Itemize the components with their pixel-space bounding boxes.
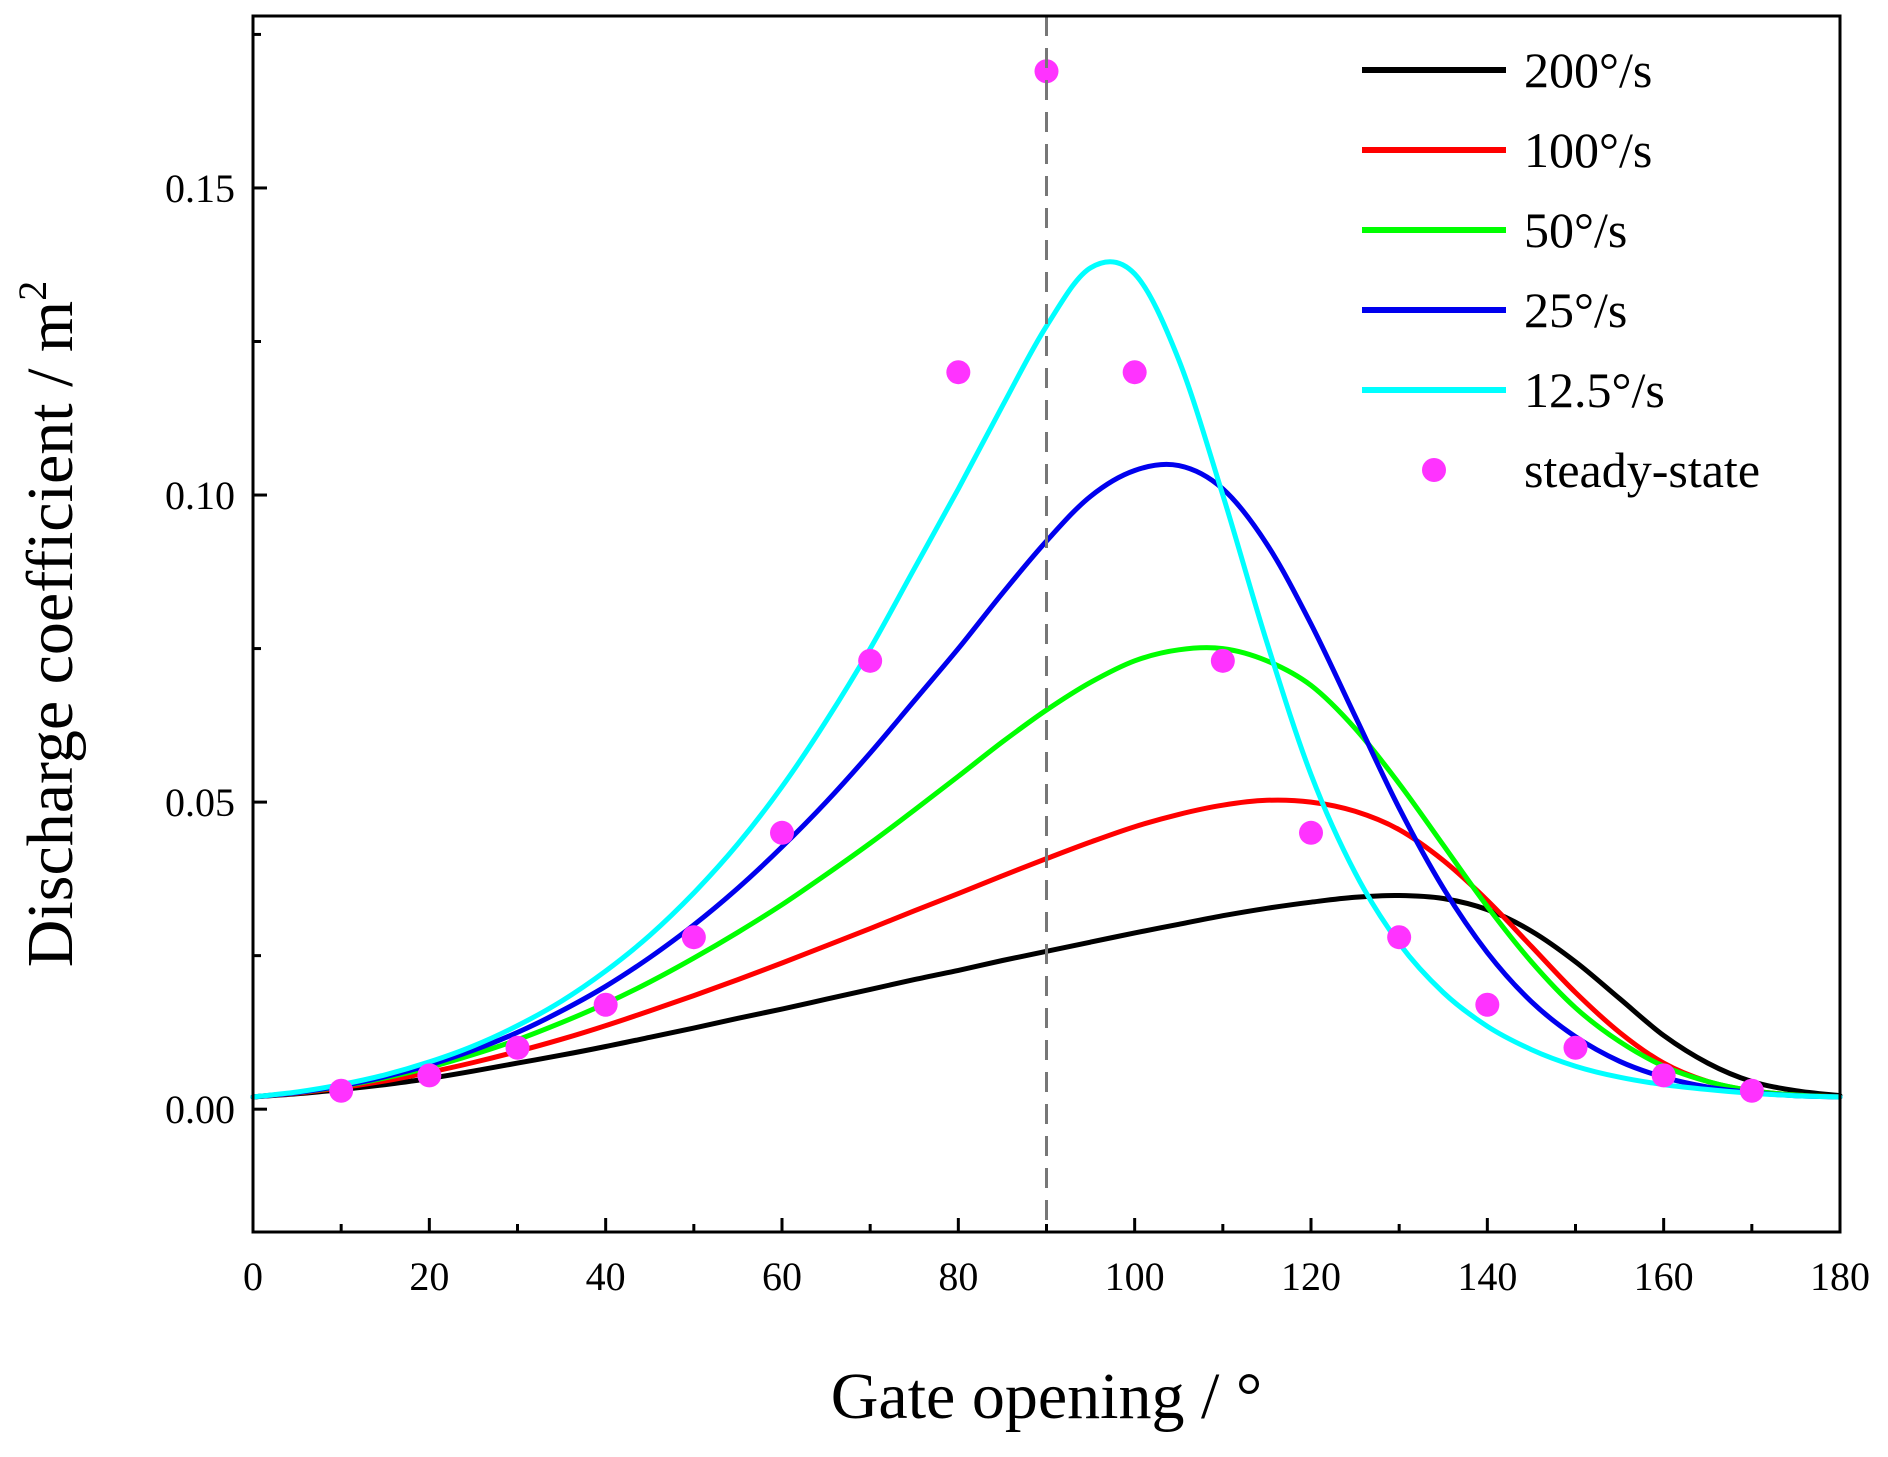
steady-state-point xyxy=(946,360,971,385)
steady-state-point xyxy=(1739,1078,1764,1103)
steady-state-point xyxy=(1210,648,1235,673)
x-tick-label: 20 xyxy=(409,1254,449,1299)
steady-state-point xyxy=(1563,1035,1588,1060)
legend-label-3: 25°/s xyxy=(1524,282,1627,338)
steady-state-point xyxy=(1387,925,1412,950)
x-tick-label: 120 xyxy=(1281,1254,1341,1299)
plot-scatter-layer xyxy=(329,59,1764,1103)
x-tick-label: 40 xyxy=(586,1254,626,1299)
steady-state-point xyxy=(858,648,883,673)
steady-state-point xyxy=(1299,820,1323,845)
y-tick-label: 0.05 xyxy=(165,780,235,825)
x-tick-label: 100 xyxy=(1105,1254,1165,1299)
steady-state-point xyxy=(770,820,794,845)
series-line-4 xyxy=(250,259,1843,1100)
y-tick-label: 0.00 xyxy=(165,1087,235,1132)
y-tick-label: 0.10 xyxy=(165,473,235,518)
steady-state-point xyxy=(329,1078,354,1103)
y-tick-label: 0.15 xyxy=(165,166,235,211)
legend-label-steady-state: steady-state xyxy=(1524,442,1760,498)
y-axis: 0.00 0.05 0.10 0.15 xyxy=(165,32,267,1132)
y-axis-title-superscript: 2 xyxy=(10,281,55,301)
legend-label-1: 100°/s xyxy=(1524,122,1652,178)
x-axis: 0 20 40 60 80 100 120 140 160 180 xyxy=(243,1218,1870,1299)
steady-state-point xyxy=(1651,1063,1676,1088)
series-line-3 xyxy=(250,461,1843,1100)
y-axis-title-main: Discharge coefficient / m xyxy=(14,301,87,967)
steady-state-point xyxy=(1122,360,1147,385)
y-axis-title: Discharge coefficient / m2 xyxy=(10,281,87,967)
steady-state-point xyxy=(681,925,706,950)
x-tick-label: 0 xyxy=(243,1254,263,1299)
steady-state-point xyxy=(417,1063,442,1088)
steady-state-point xyxy=(505,1035,530,1060)
legend-label-2: 50°/s xyxy=(1524,202,1627,258)
legend-label-4: 12.5°/s xyxy=(1524,362,1665,418)
steady-state-point xyxy=(1475,992,1500,1017)
x-tick-label: 80 xyxy=(938,1254,978,1299)
x-tick-label: 60 xyxy=(762,1254,802,1299)
steady-state-point xyxy=(593,992,618,1017)
x-tick-label: 160 xyxy=(1634,1254,1694,1299)
legend-swatch-steady-state xyxy=(1422,458,1446,482)
x-axis-title: Gate opening / ° xyxy=(831,1360,1262,1433)
legend: 200°/s 100°/s 50°/s 25°/s 12.5°/s steady-stat… xyxy=(1362,42,1760,498)
x-tick-label: 180 xyxy=(1810,1254,1870,1299)
steady-state-point xyxy=(1034,59,1059,84)
legend-label-0: 200°/s xyxy=(1524,42,1652,98)
x-tick-label: 140 xyxy=(1457,1254,1517,1299)
